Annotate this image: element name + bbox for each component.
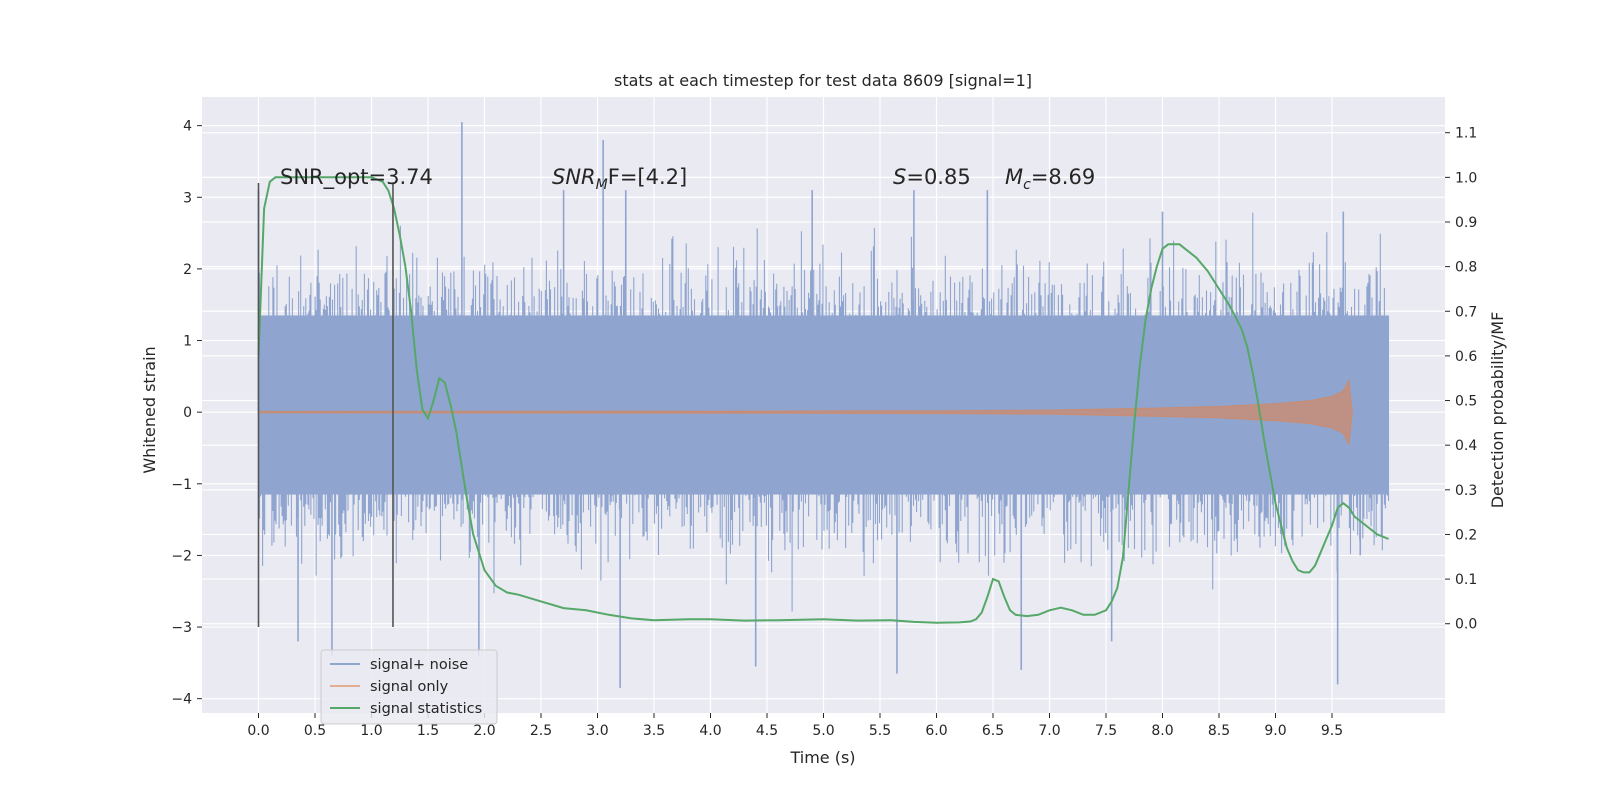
annotation-s-label: S [893, 165, 906, 189]
y-axis-right-title: Detection probability/MF [1488, 312, 1507, 509]
annotation-snr-mf-sub: M [596, 177, 608, 193]
y-right-tick-label: 0.6 [1455, 349, 1477, 365]
axes: 0.0 0.5 1.0 1.5 2.0 2.5 3.0 3.5 4.0 4.5 5.0 5.5 6.0 6… [171, 119, 1477, 739]
annotation-mc-label: M [1005, 165, 1023, 189]
x-tick-label: 2.5 [530, 723, 552, 739]
x-tick-label: 6.0 [925, 723, 947, 739]
y-left-tick-label: −2 [171, 548, 192, 564]
x-tick-label: 5.0 [812, 723, 834, 739]
y-right-tick-label: 0.3 [1455, 483, 1477, 499]
annotation-snr-mf-main: SNR [552, 165, 596, 189]
series-signal-only [258, 378, 1353, 447]
y-left-tick-label: −4 [171, 692, 192, 708]
y-right-tick-label: 0.8 [1455, 260, 1477, 276]
x-tick-label: 4.0 [699, 723, 721, 739]
y-right-tick-label: 1.1 [1455, 126, 1477, 142]
y-left-tick-label: 1 [183, 334, 192, 350]
x-tick-label: 7.0 [1038, 723, 1060, 739]
legend-box [320, 649, 498, 725]
x-axis-title: Time (s) [789, 748, 855, 767]
annotation-s: S=0.85 [893, 165, 971, 189]
x-tick-label: 5.5 [869, 723, 891, 739]
x-tick-label: 8.5 [1208, 723, 1230, 739]
y-right-tick-label: 0.0 [1455, 617, 1477, 633]
x-tick-label: 9.5 [1321, 723, 1343, 739]
x-tick-label: 4.5 [756, 723, 778, 739]
x-tick-label: 3.5 [643, 723, 665, 739]
x-tick-label: 9.0 [1264, 723, 1286, 739]
chart-title: stats at each timestep for test data 860… [614, 71, 1032, 90]
y-right-tick-label: 0.1 [1455, 572, 1477, 588]
x-tick-label: 2.0 [473, 723, 495, 739]
y-right-tick-label: 0.9 [1455, 215, 1477, 231]
x-tick-label: 1.0 [360, 723, 382, 739]
legend-label-signal-statistics: signal statistics [370, 701, 482, 717]
annotation-s-value: =0.85 [906, 165, 970, 189]
x-tick-label: 3.0 [586, 723, 608, 739]
legend-label-signal-only: signal only [370, 679, 449, 695]
x-tick-label: 8.0 [1151, 723, 1173, 739]
y-right-tick-label: 0.5 [1455, 394, 1477, 410]
y-left-tick-label: 0 [183, 405, 192, 421]
y-right-tick-label: 0.4 [1455, 438, 1477, 454]
x-tick-label: 0.5 [304, 723, 326, 739]
annotation-snr-mf: SNRMF=[4.2] [552, 165, 687, 193]
y-left-tick-label: 4 [183, 119, 192, 135]
x-tick-label: 0.0 [247, 723, 269, 739]
x-tick-label: 1.5 [417, 723, 439, 739]
y-axis-left-title: Whitened strain [140, 346, 159, 473]
series-signal-noise [257, 122, 1390, 688]
x-tick-label: 6.5 [982, 723, 1004, 739]
series-signal-statistics [257, 176, 1389, 624]
y-right-tick-label: 0.7 [1455, 304, 1477, 320]
y-left-tick-label: 2 [183, 262, 192, 278]
series-layer [257, 122, 1390, 688]
legend: signal+ noise signal only signal statist… [320, 649, 498, 725]
y-left-tick-label: 3 [183, 190, 192, 206]
y-right-tick-label: 1.0 [1455, 170, 1477, 186]
legend-label-signal-noise: signal+ noise [370, 657, 468, 673]
y-left-tick-label: −3 [171, 620, 192, 636]
annotation-mc-sub: c [1023, 177, 1031, 193]
annotation-mc: Mc=8.69 [1005, 165, 1095, 193]
y-left-tick-label: −1 [171, 477, 192, 493]
annotation-mc-value: =8.69 [1031, 165, 1095, 189]
vertical-markers [257, 182, 394, 628]
annotation-snr-mf-rest: F=[4.2] [608, 165, 687, 189]
x-tick-label: 7.5 [1095, 723, 1117, 739]
y-right-tick-label: 0.2 [1455, 527, 1477, 543]
annotation-snr-opt: SNR_opt=3.74 [280, 165, 433, 190]
